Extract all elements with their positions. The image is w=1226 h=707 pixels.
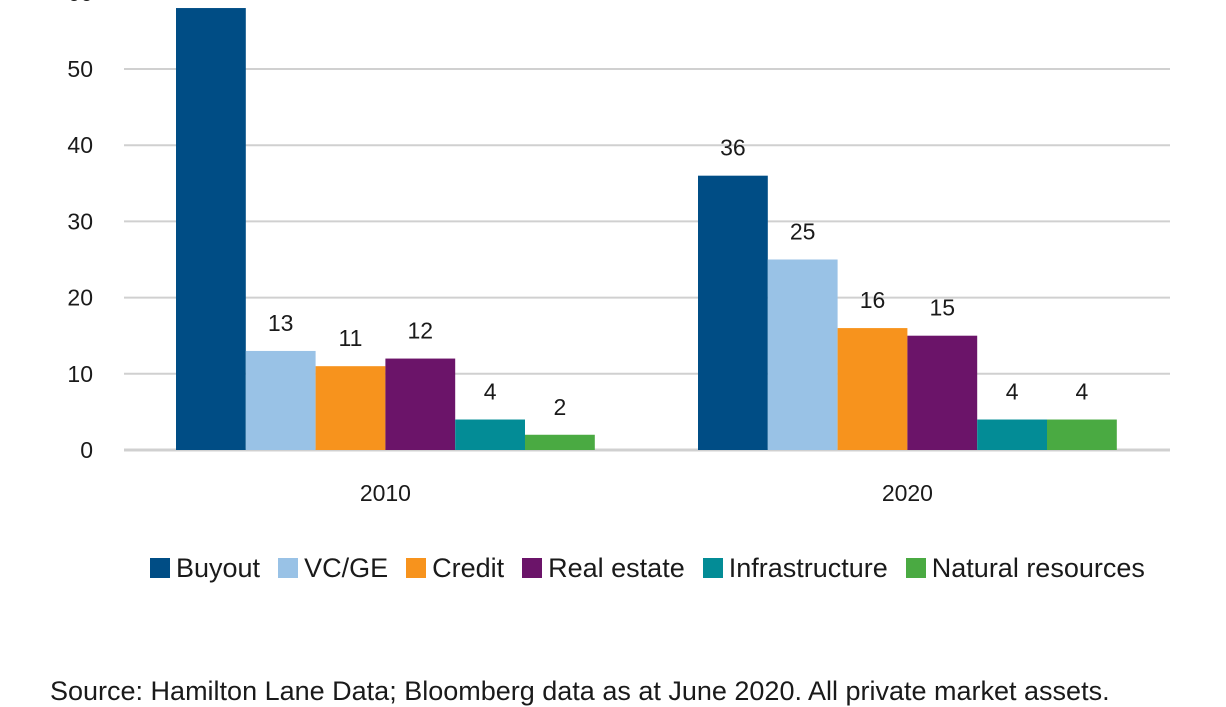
data-label: 15 — [930, 295, 956, 321]
bar — [525, 434, 595, 450]
x-category-label: 2010 — [360, 480, 411, 506]
legend-swatch — [905, 558, 926, 578]
bar-chart: 36 13 25 11 16 12 15 4 4 2 4 0 10 20 30 40 50 60 2010 202… — [67, 0, 1170, 506]
legend-label: Infrastructure — [728, 552, 888, 583]
y-tick-label: 30 — [67, 208, 93, 234]
bar — [245, 350, 316, 450]
y-tick-label: 60 — [67, 0, 93, 6]
bar — [176, 8, 246, 450]
data-label: 4 — [1006, 379, 1019, 405]
bar — [455, 419, 525, 450]
data-label: 4 — [484, 379, 497, 405]
bar — [698, 175, 768, 450]
x-axis-categories: 2010 2020 — [360, 480, 933, 506]
legend-swatch — [406, 558, 427, 578]
bar — [1047, 419, 1117, 450]
bars — [176, 8, 1117, 450]
legend: Buyout VC/GE Credit Real estate Infrastructu… — [150, 548, 1163, 588]
data-label: 16 — [860, 287, 886, 313]
bar — [315, 366, 386, 450]
legend-label: Real estate — [548, 552, 685, 583]
legend-label: Credit — [432, 552, 505, 583]
data-labels: 36 13 25 11 16 12 15 4 4 2 4 — [268, 135, 1089, 420]
legend-swatch — [150, 558, 170, 578]
legend-label: Natural resources — [931, 552, 1145, 583]
legend-swatch — [278, 558, 299, 578]
bar — [767, 259, 838, 450]
legend-item: VC/GE — [278, 553, 388, 584]
legend-item: Buyout — [150, 553, 260, 584]
data-label: 13 — [268, 310, 294, 336]
data-label: 2 — [554, 394, 567, 420]
y-tick-label: 0 — [80, 437, 93, 463]
bar — [385, 358, 456, 450]
y-axis-ticks: 0 10 20 30 40 50 60 — [67, 0, 93, 463]
y-tick-label: 10 — [67, 361, 93, 387]
data-label: 4 — [1076, 379, 1089, 405]
bar — [977, 419, 1047, 450]
data-label: 11 — [339, 325, 363, 351]
data-label: 25 — [790, 219, 816, 245]
legend-label: Buyout — [176, 552, 261, 583]
y-tick-label: 50 — [67, 56, 93, 82]
legend-swatch — [522, 558, 543, 578]
bar — [907, 335, 978, 450]
legend-swatch — [702, 558, 723, 578]
data-label: 36 — [720, 135, 746, 161]
bar — [837, 328, 908, 450]
data-label: 12 — [408, 318, 434, 344]
y-tick-label: 20 — [67, 285, 93, 311]
legend-label: VC/GE — [304, 552, 389, 583]
x-category-label: 2020 — [882, 480, 933, 506]
source-note: Source: Hamilton Lane Data; Bloomberg da… — [50, 676, 1110, 706]
legend-item: Credit — [406, 553, 504, 584]
y-tick-label: 40 — [67, 132, 93, 158]
legend-item: Real estate — [522, 553, 685, 584]
legend-item: Natural resources — [905, 552, 1145, 584]
legend-item: Infrastructure — [702, 552, 888, 584]
